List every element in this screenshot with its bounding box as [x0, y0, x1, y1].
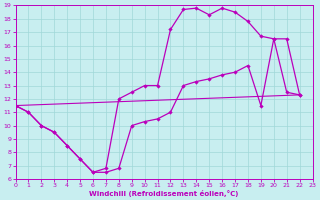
X-axis label: Windchill (Refroidissement éolien,°C): Windchill (Refroidissement éolien,°C)	[89, 190, 239, 197]
